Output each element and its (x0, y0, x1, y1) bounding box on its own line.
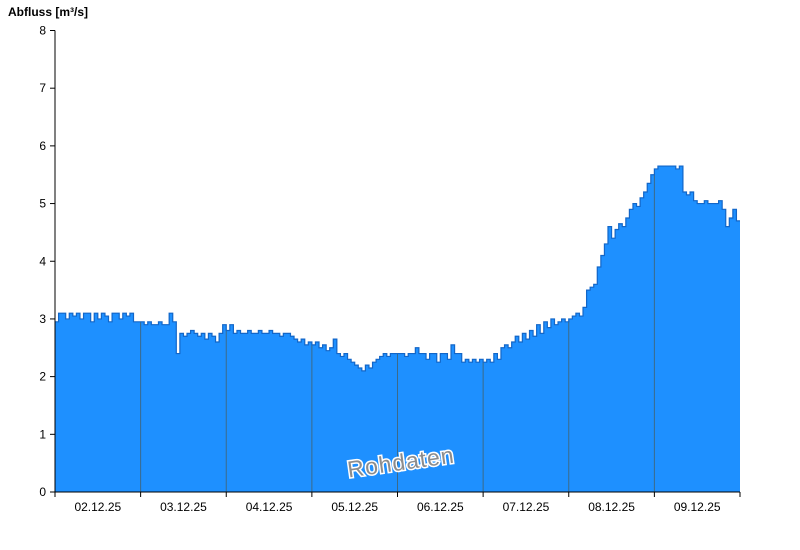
discharge-line (55, 165, 740, 372)
x-tick-label: 09.12.25 (674, 500, 721, 514)
y-tick-label: 2 (39, 370, 46, 384)
y-tick-label: 6 (39, 139, 46, 153)
x-tick-label: 08.12.25 (588, 500, 635, 514)
x-tick-label: 07.12.25 (503, 500, 550, 514)
y-tick-label: 1 (39, 427, 46, 441)
y-tick-label: 5 (39, 197, 46, 211)
x-tick-label: 04.12.25 (246, 500, 293, 514)
x-tick-label: 06.12.25 (417, 500, 464, 514)
x-tick-label: 03.12.25 (160, 500, 207, 514)
x-tick-label: 02.12.25 (74, 500, 121, 514)
y-tick-label: 8 (39, 24, 46, 38)
y-tick-label: 0 (39, 485, 46, 499)
y-tick-label: 4 (39, 254, 46, 268)
y-tick-label: 7 (39, 81, 46, 95)
y-tick-label: 3 (39, 312, 46, 326)
x-tick-label: 05.12.25 (331, 500, 378, 514)
chart-title: Abfluss [m³/s] (8, 5, 89, 19)
